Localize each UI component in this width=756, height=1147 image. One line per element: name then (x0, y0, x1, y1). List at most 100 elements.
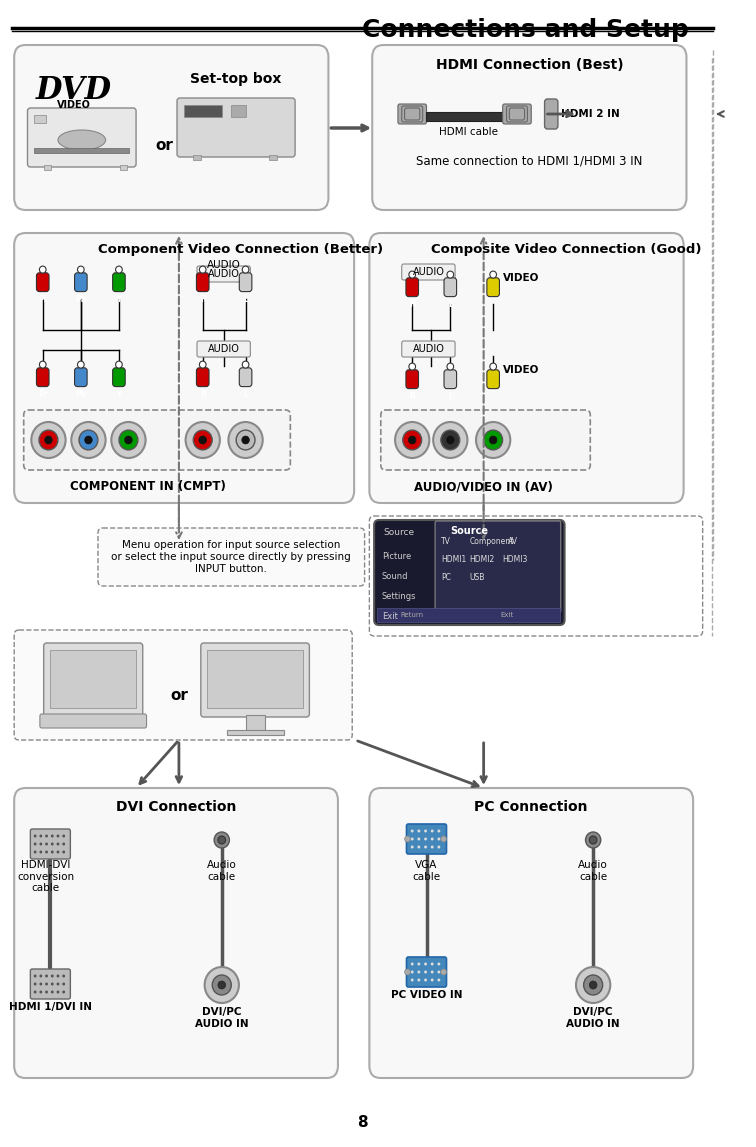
FancyBboxPatch shape (113, 368, 125, 387)
FancyBboxPatch shape (544, 99, 558, 128)
Circle shape (45, 436, 52, 444)
Circle shape (45, 850, 48, 853)
FancyBboxPatch shape (44, 643, 143, 717)
Circle shape (411, 970, 414, 974)
Circle shape (590, 836, 597, 844)
Circle shape (85, 436, 92, 444)
Circle shape (45, 843, 48, 845)
Circle shape (200, 361, 206, 368)
Text: L: L (448, 392, 453, 400)
Bar (34, 148, 129, 153)
Circle shape (194, 430, 212, 450)
Circle shape (424, 962, 427, 966)
FancyBboxPatch shape (444, 369, 457, 389)
Circle shape (45, 983, 48, 985)
Text: R: R (409, 392, 415, 400)
Circle shape (417, 837, 420, 841)
Text: Composite Video Connection (Good): Composite Video Connection (Good) (431, 243, 702, 256)
Text: Audio
cable: Audio cable (578, 860, 608, 882)
FancyBboxPatch shape (197, 341, 250, 357)
Circle shape (200, 266, 206, 273)
Circle shape (51, 983, 54, 985)
Text: DVI/PC
AUDIO IN: DVI/PC AUDIO IN (566, 1007, 620, 1029)
Text: AUDIO/VIDEO IN (AV): AUDIO/VIDEO IN (AV) (414, 479, 553, 493)
Bar (120, 165, 128, 170)
Circle shape (586, 832, 601, 848)
Circle shape (438, 962, 440, 966)
FancyBboxPatch shape (14, 630, 352, 740)
Circle shape (438, 837, 440, 841)
Circle shape (242, 361, 249, 368)
FancyBboxPatch shape (404, 108, 420, 120)
Text: VGA
cable: VGA cable (413, 860, 441, 882)
Text: Audio
cable: Audio cable (207, 860, 237, 882)
Text: R: R (409, 299, 415, 309)
Circle shape (431, 970, 434, 974)
Circle shape (79, 430, 98, 450)
Bar (34, 115, 45, 123)
Text: COMPONENT IN (CMPT): COMPONENT IN (CMPT) (70, 479, 225, 493)
Text: R: R (200, 390, 206, 399)
Circle shape (125, 436, 132, 444)
Text: VIDEO: VIDEO (503, 365, 539, 375)
Circle shape (199, 436, 206, 444)
Text: Pb: Pb (75, 295, 86, 304)
Circle shape (51, 843, 54, 845)
FancyBboxPatch shape (27, 108, 136, 167)
FancyBboxPatch shape (401, 341, 455, 357)
FancyBboxPatch shape (75, 273, 87, 291)
FancyBboxPatch shape (401, 106, 423, 122)
Bar (231, 106, 246, 117)
Text: Return: Return (401, 612, 424, 618)
Circle shape (119, 430, 138, 450)
Circle shape (39, 975, 42, 977)
FancyBboxPatch shape (487, 369, 500, 389)
Circle shape (57, 991, 60, 993)
Circle shape (45, 835, 48, 837)
Circle shape (62, 850, 65, 853)
Circle shape (51, 991, 54, 993)
FancyBboxPatch shape (374, 520, 565, 625)
FancyBboxPatch shape (240, 368, 252, 387)
FancyBboxPatch shape (406, 278, 419, 297)
FancyBboxPatch shape (444, 278, 457, 297)
Text: Y: Y (116, 390, 122, 399)
Bar (269, 155, 277, 159)
Circle shape (490, 364, 497, 370)
Bar (194, 155, 201, 159)
Bar (51, 650, 136, 708)
Circle shape (34, 843, 36, 845)
Text: VIDEO: VIDEO (57, 100, 91, 110)
Circle shape (39, 850, 42, 853)
Text: DVD: DVD (36, 75, 112, 106)
Circle shape (39, 983, 42, 985)
Circle shape (111, 422, 146, 458)
Text: AUDIO: AUDIO (208, 270, 240, 279)
Circle shape (417, 962, 420, 966)
Circle shape (409, 364, 416, 370)
Circle shape (218, 981, 225, 989)
Circle shape (395, 422, 429, 458)
Text: PC VIDEO IN: PC VIDEO IN (391, 990, 462, 1000)
Circle shape (39, 266, 46, 273)
Text: Same connection to HDMI 1/HDMI 3 IN: Same connection to HDMI 1/HDMI 3 IN (416, 155, 643, 167)
FancyBboxPatch shape (398, 104, 426, 124)
Bar (207, 650, 302, 708)
Circle shape (62, 975, 65, 977)
FancyBboxPatch shape (113, 273, 125, 291)
Circle shape (411, 845, 414, 849)
Text: VIDEO: VIDEO (503, 273, 539, 283)
FancyBboxPatch shape (407, 824, 447, 855)
Circle shape (51, 835, 54, 837)
FancyBboxPatch shape (40, 713, 147, 728)
Text: L: L (243, 295, 248, 304)
Text: DVI/PC
AUDIO IN: DVI/PC AUDIO IN (195, 1007, 249, 1029)
Circle shape (490, 271, 497, 278)
Circle shape (431, 845, 434, 849)
Text: Pr: Pr (38, 390, 48, 399)
Circle shape (438, 978, 440, 982)
FancyBboxPatch shape (36, 273, 49, 291)
Circle shape (431, 837, 434, 841)
Circle shape (431, 978, 434, 982)
Circle shape (62, 843, 65, 845)
